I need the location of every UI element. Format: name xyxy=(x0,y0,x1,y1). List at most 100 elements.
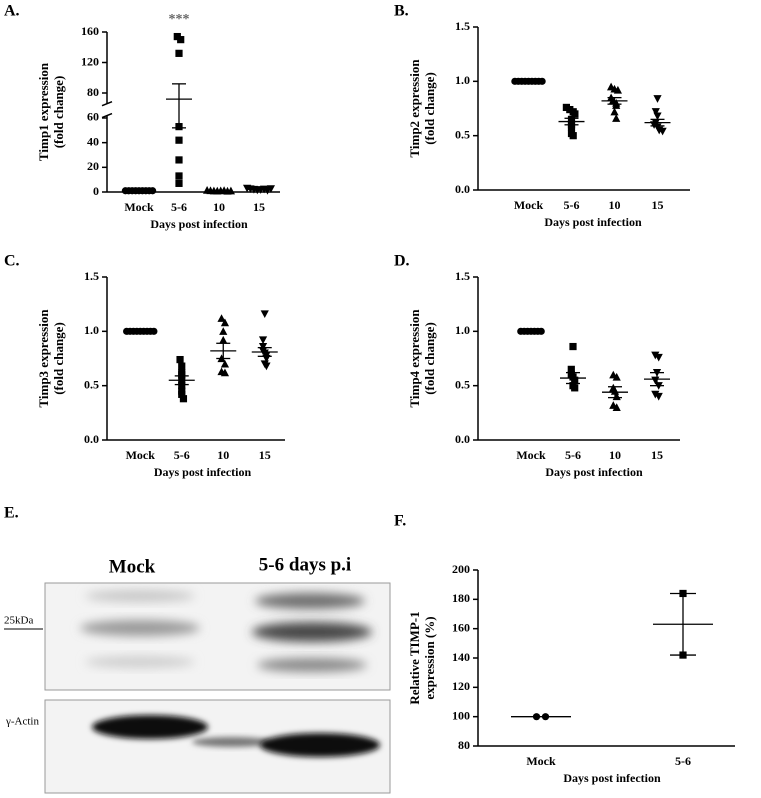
y-tick-label: 1.0 xyxy=(455,73,470,87)
axis-break xyxy=(101,100,113,107)
point xyxy=(612,403,621,411)
y-tick-label: 80 xyxy=(458,738,470,752)
x-tick-label: 5-6 xyxy=(565,448,581,462)
x-tick-label: 10 xyxy=(609,198,621,212)
point xyxy=(571,384,579,392)
point xyxy=(262,362,271,371)
y-tick-label: 20 xyxy=(87,159,99,173)
point xyxy=(612,372,621,381)
x-tick-label: Mock xyxy=(516,448,546,462)
point xyxy=(612,101,621,109)
y-axis-label: (fold change) xyxy=(422,72,437,145)
y-tick-label: 0.5 xyxy=(455,127,470,141)
point xyxy=(654,353,663,362)
y-tick-label: 0 xyxy=(93,184,99,198)
y-tick-label: 160 xyxy=(452,620,470,634)
y-tick-label: 40 xyxy=(87,134,99,148)
point xyxy=(220,318,230,327)
point xyxy=(567,365,575,373)
point xyxy=(178,371,186,379)
y-tick-label: 1.0 xyxy=(84,323,99,337)
y-tick-label: 100 xyxy=(452,708,470,722)
y-tick-label: 0.5 xyxy=(455,377,470,391)
point xyxy=(571,376,579,384)
point xyxy=(219,327,228,335)
y-tick-label: 0.0 xyxy=(84,432,99,446)
point xyxy=(178,382,186,390)
y-axis-label: Timp2 expression xyxy=(407,59,422,158)
point xyxy=(149,187,157,195)
point xyxy=(176,355,184,364)
x-axis-label: Days post infection xyxy=(154,465,252,479)
point xyxy=(178,390,186,398)
y-tick-label: 80 xyxy=(87,85,99,99)
x-tick-label: 10 xyxy=(217,448,229,462)
y-axis-label: Timp1 expression xyxy=(36,62,51,161)
point xyxy=(653,112,662,121)
y-tick-label: 200 xyxy=(452,562,470,576)
point xyxy=(260,310,269,319)
point xyxy=(538,77,546,85)
point xyxy=(150,327,158,335)
point xyxy=(651,351,660,360)
x-axis-label: Days post infection xyxy=(544,215,642,229)
point xyxy=(658,127,667,136)
point xyxy=(175,49,183,57)
y-tick-label: 1.0 xyxy=(455,323,470,337)
x-tick-label: Mock xyxy=(124,200,154,214)
x-axis-label: Days post infection xyxy=(150,217,248,231)
y-tick-label: 0.0 xyxy=(455,432,470,446)
x-tick-label: 10 xyxy=(609,448,621,462)
point xyxy=(569,132,577,140)
point xyxy=(220,368,230,377)
y-tick-label: 60 xyxy=(87,110,99,124)
x-tick-label: 5-6 xyxy=(171,200,187,214)
point xyxy=(219,335,228,344)
x-tick-label: 10 xyxy=(213,200,225,214)
panel-label: F. xyxy=(394,513,406,530)
y-axis-label: Timp3 expression xyxy=(36,309,51,408)
y-axis-label: (fold change) xyxy=(51,322,66,395)
point xyxy=(651,108,660,116)
x-axis-label: Days post infection xyxy=(563,771,661,785)
y-tick-label: 120 xyxy=(452,679,470,693)
point xyxy=(175,136,183,144)
y-tick-label: 180 xyxy=(452,591,470,605)
x-tick-label: 15 xyxy=(651,448,663,462)
y-tick-label: 120 xyxy=(81,54,99,68)
x-tick-label: Mock xyxy=(514,198,544,212)
panel-label: E. xyxy=(4,505,19,522)
x-tick-label: 5-6 xyxy=(174,448,190,462)
point xyxy=(651,390,660,399)
point xyxy=(217,314,226,322)
point xyxy=(175,156,183,164)
point xyxy=(258,342,268,351)
y-tick-label: 1.5 xyxy=(455,19,470,33)
point xyxy=(654,392,663,401)
y-tick-label: 1.5 xyxy=(84,269,99,283)
panel-label: D. xyxy=(394,253,410,270)
point xyxy=(179,395,188,403)
point xyxy=(175,179,183,187)
axis-break xyxy=(101,112,113,119)
y-tick-label: 1.5 xyxy=(455,269,470,283)
blot-top xyxy=(44,582,391,691)
x-tick-label: 5-6 xyxy=(675,754,691,768)
y-axis-label: expression (%) xyxy=(422,616,437,699)
lane-label: Mock xyxy=(109,556,156,577)
marker-label: 25kDa xyxy=(4,615,33,627)
point xyxy=(610,107,619,116)
point xyxy=(571,110,579,118)
x-tick-label: Mock xyxy=(526,754,556,768)
x-axis-label: Days post infection xyxy=(545,465,643,479)
panel-label: B. xyxy=(394,3,409,20)
y-axis-label: Relative TIMP-1 xyxy=(407,611,422,704)
point xyxy=(175,172,183,180)
y-tick-label: 160 xyxy=(81,24,99,38)
loading-control-label: γ-Actin xyxy=(5,716,39,728)
x-tick-label: 15 xyxy=(253,200,265,214)
x-tick-label: Mock xyxy=(126,448,156,462)
point xyxy=(258,336,268,345)
y-tick-label: 140 xyxy=(452,650,470,664)
